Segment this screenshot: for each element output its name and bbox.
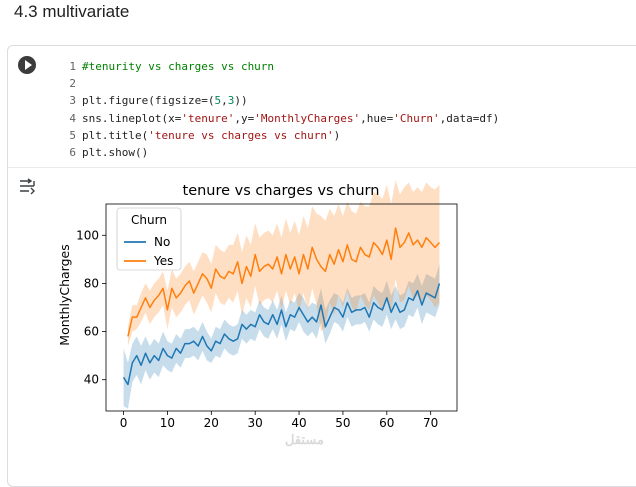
y-tick-label: 100 bbox=[76, 228, 99, 242]
line-number: 1 bbox=[69, 60, 76, 73]
ci-band-no bbox=[123, 264, 440, 409]
play-circle-icon[interactable] bbox=[18, 56, 36, 74]
axes-frame bbox=[105, 203, 458, 412]
line-number: 5 bbox=[69, 128, 76, 142]
code-line: 4 sns.lineplot(x='tenure',y='MonthlyCharg… bbox=[65, 110, 499, 127]
watermark: مستقل bbox=[285, 432, 324, 447]
x-tick-label: 50 bbox=[335, 416, 350, 430]
code-line: 3 plt.figure(figsize=(5,3)) bbox=[65, 92, 499, 109]
x-tick-label: 30 bbox=[248, 416, 263, 430]
y-tick-label: 60 bbox=[84, 325, 99, 339]
code-editor[interactable]: 1 #tenurity vs charges vs churn 2 3 plt.figu… bbox=[65, 58, 499, 161]
section-heading: 4.3 multivariate bbox=[14, 2, 130, 21]
series-line-no bbox=[122, 283, 441, 386]
series-line-yes bbox=[127, 227, 441, 337]
cell-output-divider bbox=[8, 167, 636, 168]
legend-label-no: No bbox=[154, 235, 170, 249]
code-line: 5 plt.title('tenure vs charges vs churn') bbox=[65, 127, 499, 144]
x-tick-label: 60 bbox=[379, 416, 394, 430]
code-text: #tenurity vs charges vs churn bbox=[82, 60, 275, 73]
x-tick-label: 10 bbox=[160, 416, 175, 430]
code-text: plt.show() bbox=[82, 145, 149, 159]
x-tick-label: 20 bbox=[204, 416, 219, 430]
x-tick-label: 40 bbox=[291, 416, 306, 430]
chart-title: tenure vs charges vs churn bbox=[183, 183, 380, 199]
line-number: 6 bbox=[69, 145, 76, 159]
legend-label-yes: Yes bbox=[153, 254, 173, 268]
y-axis-label: MonthlyCharges bbox=[57, 244, 72, 345]
code-text: plt.title('tenure vs charges vs churn') bbox=[82, 128, 341, 142]
legend-box bbox=[116, 207, 182, 271]
x-tick-label: 0 bbox=[120, 416, 128, 430]
output-toggle-icon[interactable] bbox=[18, 178, 36, 196]
line-number: 3 bbox=[69, 94, 76, 108]
code-line: 6 plt.show() bbox=[65, 144, 499, 161]
code-line: 2 bbox=[65, 75, 499, 92]
code-line: 1 #tenurity vs charges vs churn bbox=[65, 58, 499, 75]
code-text: sns.lineplot(x='tenure',y='MonthlyCharge… bbox=[82, 111, 500, 125]
y-tick-label: 80 bbox=[84, 276, 99, 290]
y-tick-label: 40 bbox=[84, 373, 99, 387]
x-tick-label: 70 bbox=[423, 416, 438, 430]
line-number: 2 bbox=[69, 77, 76, 91]
legend-title: Churn bbox=[131, 213, 167, 227]
line-number: 4 bbox=[69, 111, 76, 125]
code-text: plt.figure(figsize=(5,3)) bbox=[82, 94, 248, 108]
tenure-charges-churn-plot: tenure vs charges vs churn tenure Monthl… bbox=[57, 179, 458, 430]
